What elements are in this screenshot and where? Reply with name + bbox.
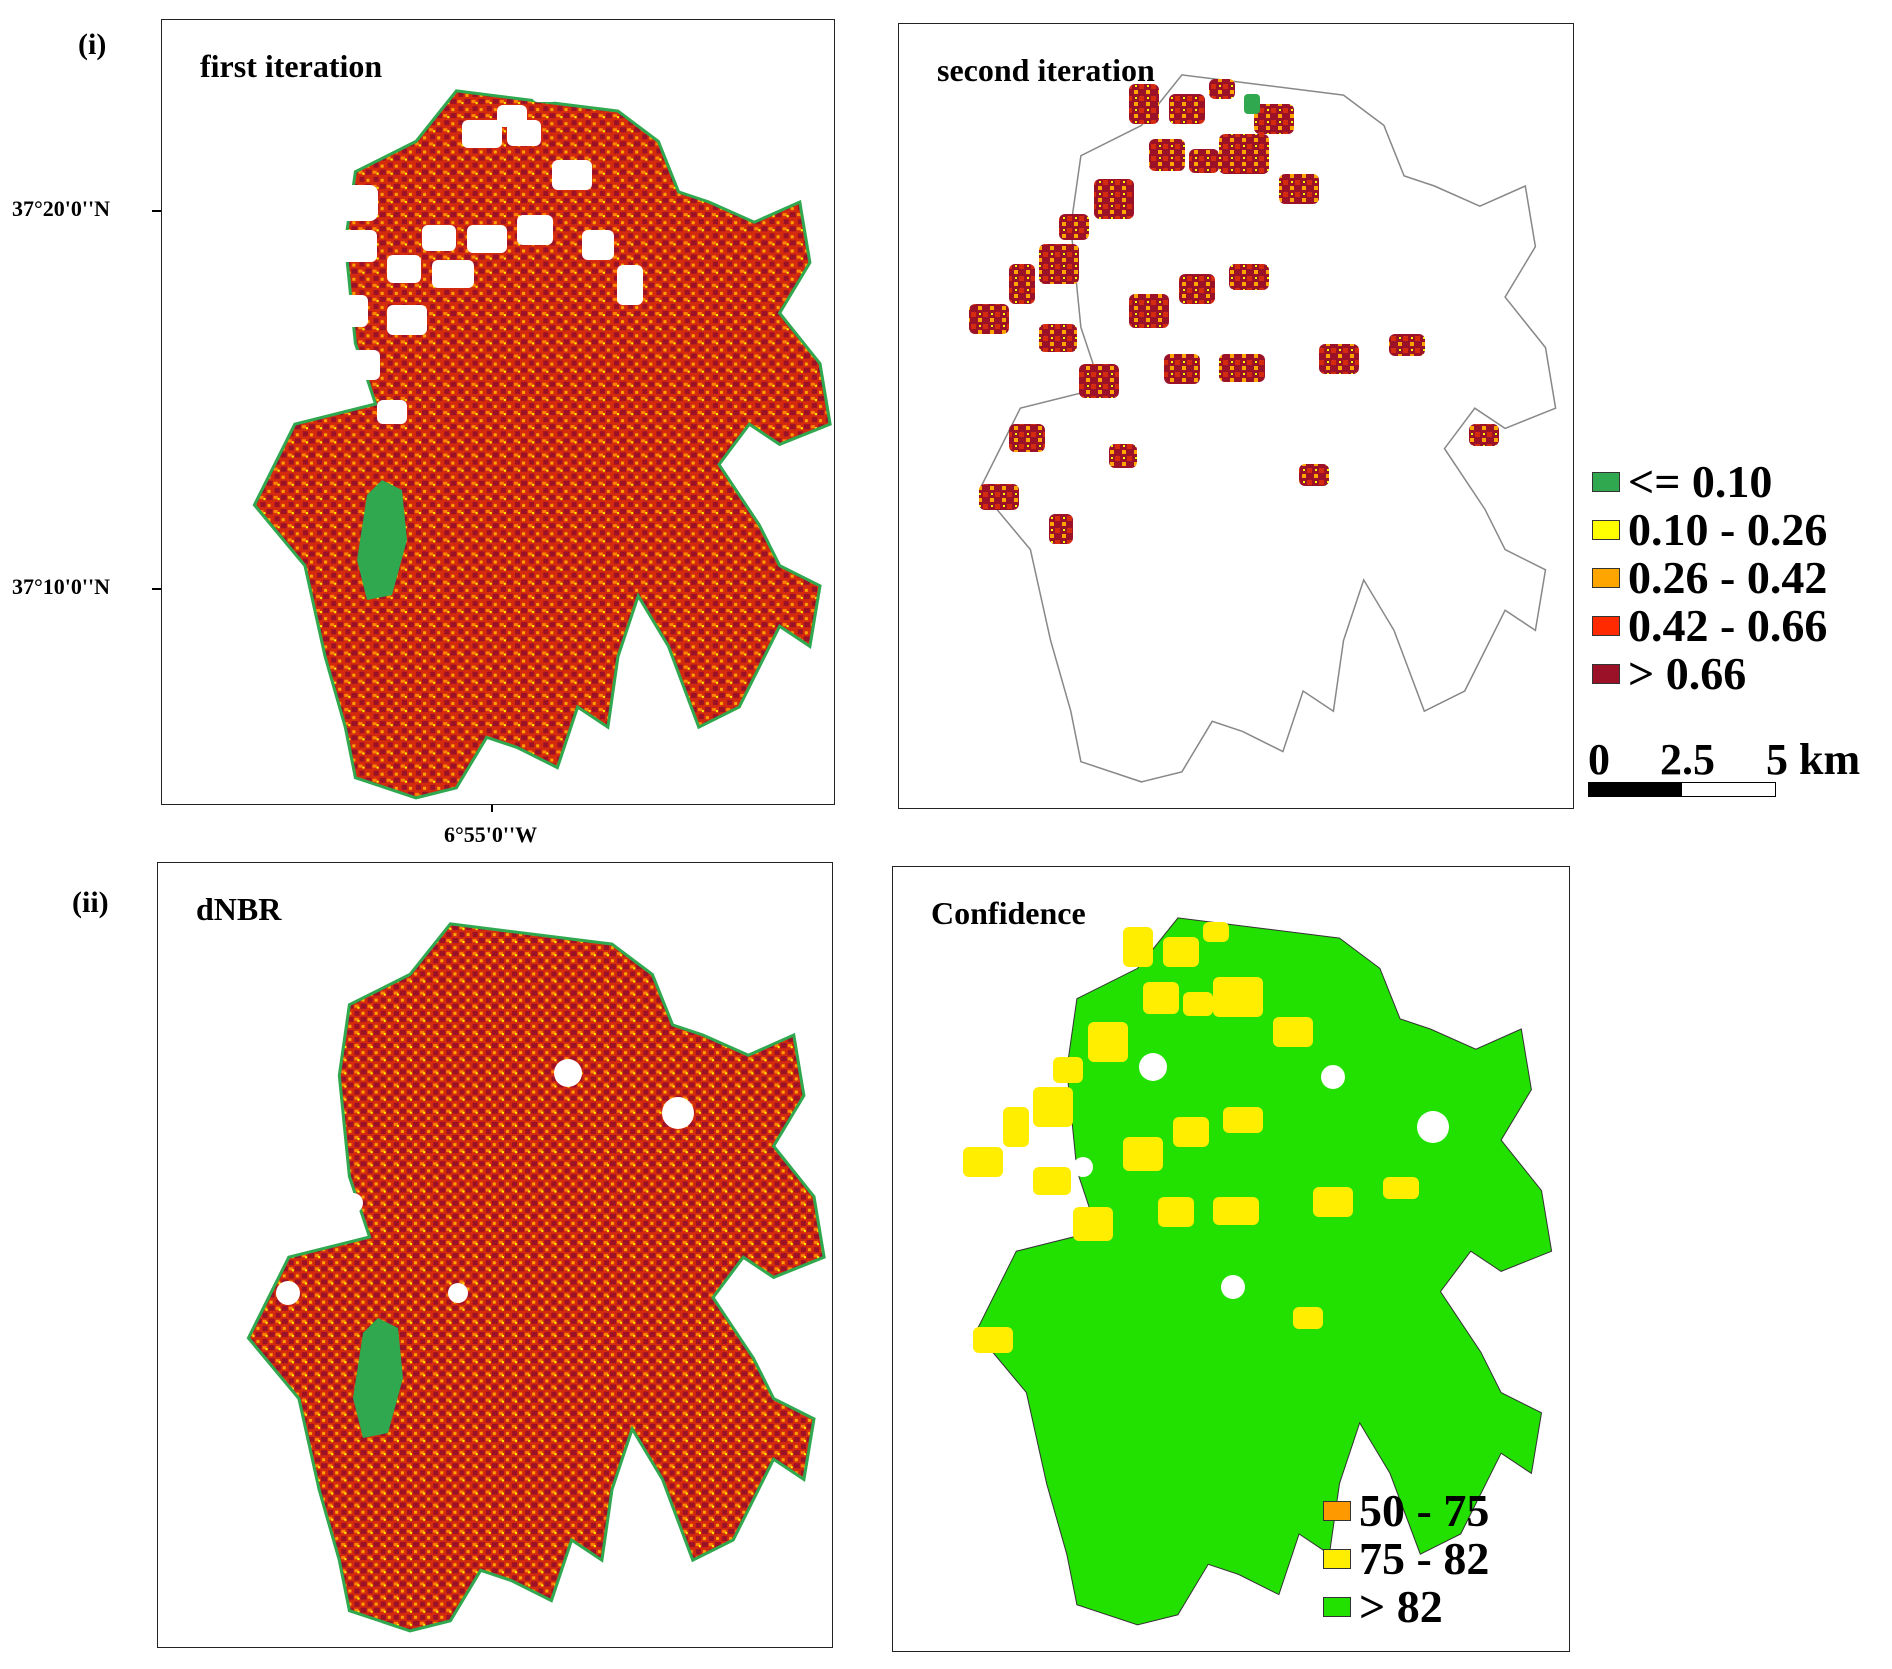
confidence-legend-label: 50 - 75: [1359, 1485, 1490, 1536]
severity-legend-label: 0.42 - 0.66: [1628, 600, 1828, 651]
masked-areas: [252, 80, 643, 424]
unburned-holes: [276, 1059, 694, 1305]
burn-severity-map-second-iteration: [969, 74, 1557, 783]
confidence-legend-item: 50 - 75: [1323, 1487, 1489, 1535]
scale-bar-label-end: 5 km: [1766, 735, 1861, 784]
severity-legend-item: 0.26 - 0.42: [1592, 554, 1827, 602]
severity-legend-label: 0.26 - 0.42: [1628, 552, 1828, 603]
severity-legend-item: 0.10 - 0.26: [1592, 506, 1827, 554]
panel-confidence: Confidence 50 - 75 75 - 82 > 82: [892, 866, 1570, 1652]
severity-legend-label: <= 0.10: [1628, 456, 1773, 507]
confidence-legend-item: 75 - 82: [1323, 1535, 1489, 1583]
confidence-swatch: [1323, 1597, 1351, 1617]
longitude-label: 6°55'0''W: [444, 822, 538, 847]
confidence-legend-item: > 82: [1323, 1583, 1489, 1631]
latitude-tick-lower: [152, 588, 162, 590]
confidence-legend: 50 - 75 75 - 82 > 82: [1323, 1487, 1489, 1631]
latitude-label-lower: 37°10'0''N: [12, 574, 111, 599]
severity-legend: <= 0.10 0.10 - 0.26 0.26 - 0.42 0.42 - 0…: [1592, 458, 1827, 698]
severity-swatch: [1592, 568, 1620, 588]
latitude-tick-upper: [152, 210, 162, 212]
unburned-patch: [357, 480, 407, 600]
dnbr-map: [246, 922, 826, 1633]
scale-bar-label-0: 0: [1588, 735, 1610, 784]
confidence-area: [975, 917, 1553, 1626]
latitude-label-upper: 37°20'0''N: [12, 196, 111, 221]
confidence-map: [963, 917, 1553, 1626]
confidence-legend-label: > 82: [1359, 1581, 1443, 1632]
severity-legend-item: > 0.66: [1592, 650, 1827, 698]
panel-title-dnbr: dNBR: [196, 891, 282, 927]
fire-perimeter-outline: [979, 74, 1557, 783]
panel-title-confidence: Confidence: [931, 895, 1086, 931]
panel-second-iteration: second iteration: [898, 23, 1574, 809]
panel-dnbr: dNBR: [157, 862, 833, 1648]
panel-title-first-iteration: first iteration: [200, 48, 383, 84]
confidence-swatch: [1323, 1549, 1351, 1569]
part-ii-label: (ii): [72, 886, 109, 919]
confidence-legend-label: 75 - 82: [1359, 1533, 1490, 1584]
severity-legend-item: <= 0.10: [1592, 458, 1827, 506]
panel-title-second-iteration: second iteration: [937, 52, 1155, 88]
confidence-medium-patches: [963, 922, 1419, 1353]
confidence-holes: [1073, 1053, 1449, 1299]
panel-first-iteration: first iteration: [161, 19, 835, 805]
severity-legend-label: 0.10 - 0.26: [1628, 504, 1828, 555]
severity-swatch: [1592, 520, 1620, 540]
burn-area-dnbr: [246, 922, 826, 1633]
confidence-swatch: [1323, 1501, 1351, 1521]
severity-swatch: [1592, 616, 1620, 636]
scale-bar-label-mid: 2.5: [1660, 735, 1715, 784]
severity-legend-label: > 0.66: [1628, 648, 1747, 699]
second-iteration-burn-patches: [969, 79, 1499, 544]
scale-bar: 0 2.5 5 km: [1588, 734, 1888, 797]
unburned-patch: [353, 1318, 403, 1438]
part-i-label: (i): [78, 28, 107, 61]
burn-severity-map-first-iteration: [252, 80, 832, 800]
severity-swatch: [1592, 664, 1620, 684]
severity-swatch: [1592, 472, 1620, 492]
scale-bar-graphic: [1588, 782, 1776, 797]
longitude-tick: [491, 802, 493, 812]
severity-legend-item: 0.42 - 0.66: [1592, 602, 1827, 650]
